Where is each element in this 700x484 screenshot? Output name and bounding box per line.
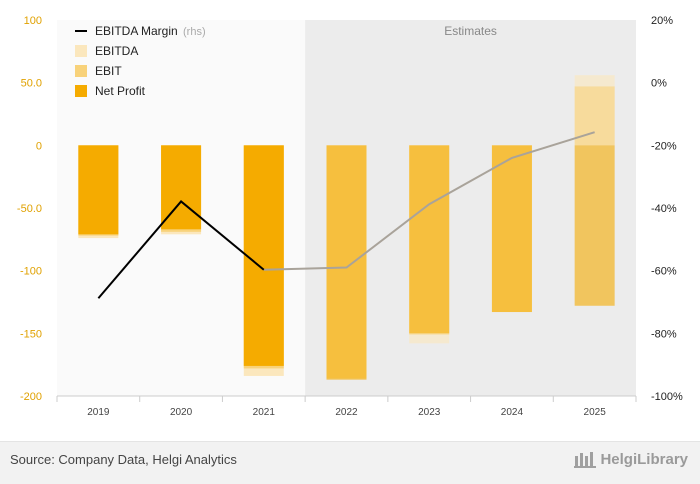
line-ebitda-margin-actual (97, 200, 265, 299)
x-tick-label-2019: 2019 (87, 407, 110, 418)
y-right-tick-label: 20% (651, 15, 673, 27)
bar-net-profit-2021 (243, 145, 284, 366)
y-right-tick-label: -20% (651, 140, 677, 152)
y-right-tick-label: 0% (651, 78, 667, 90)
y-right-tick-label: -80% (651, 328, 677, 340)
y-right-tick-label: -40% (651, 203, 677, 215)
legend-label-ebit: EBIT (95, 64, 122, 78)
y-left-tick-label: -200 (20, 391, 42, 403)
y-left-tick-label: -100 (20, 266, 42, 278)
x-tick-label-2023: 2023 (418, 407, 441, 418)
footer: Source: Company Data, Helgi Analytics He… (0, 441, 700, 484)
bar-net-profit-2023 (409, 145, 450, 334)
legend-label-ebitda-margin: EBITDA Margin (95, 24, 178, 38)
y-left-tick-label: 0 (36, 140, 42, 152)
legend-label-net-profit: Net Profit (95, 84, 146, 98)
y-left-tick-label: -150 (20, 328, 42, 340)
legend-note-rhs: (rhs) (183, 26, 206, 38)
x-tick-label-2020: 2020 (170, 407, 193, 418)
legend-swatch-ebitda (75, 45, 87, 57)
x-tick-label-2025: 2025 (584, 407, 607, 418)
y-right-tick-label: -100% (651, 391, 683, 403)
legend-label-ebitda: EBITDA (95, 44, 138, 58)
legend-swatch-ebit (75, 65, 87, 77)
bar-net-profit-2020 (161, 145, 202, 230)
y-left-tick-label: 100 (24, 15, 42, 27)
bar-net-profit-2022 (326, 145, 367, 380)
brand-name: HelgiLibrary (600, 450, 688, 468)
bar-net-profit-2019 (78, 145, 119, 235)
y-left-tick-label: 50.0 (21, 78, 42, 90)
x-tick-label-2022: 2022 (335, 407, 358, 418)
estimates-label: Estimates (444, 24, 497, 38)
library-icon (574, 452, 597, 468)
brand-logo[interactable]: HelgiLibrary (574, 450, 688, 468)
y-right-tick-label: -60% (651, 266, 677, 278)
bar-net-profit-2024 (491, 145, 532, 313)
x-tick-label-2024: 2024 (501, 407, 524, 418)
bar-net-profit-2025 (574, 145, 615, 306)
line-ebitda-margin-estimate (263, 131, 595, 271)
y-left-tick-label: -50.0 (17, 203, 42, 215)
legend-swatch-net-profit (75, 85, 87, 97)
source-note: Source: Company Data, Helgi Analytics (10, 452, 237, 467)
x-tick-label-2021: 2021 (253, 407, 276, 418)
